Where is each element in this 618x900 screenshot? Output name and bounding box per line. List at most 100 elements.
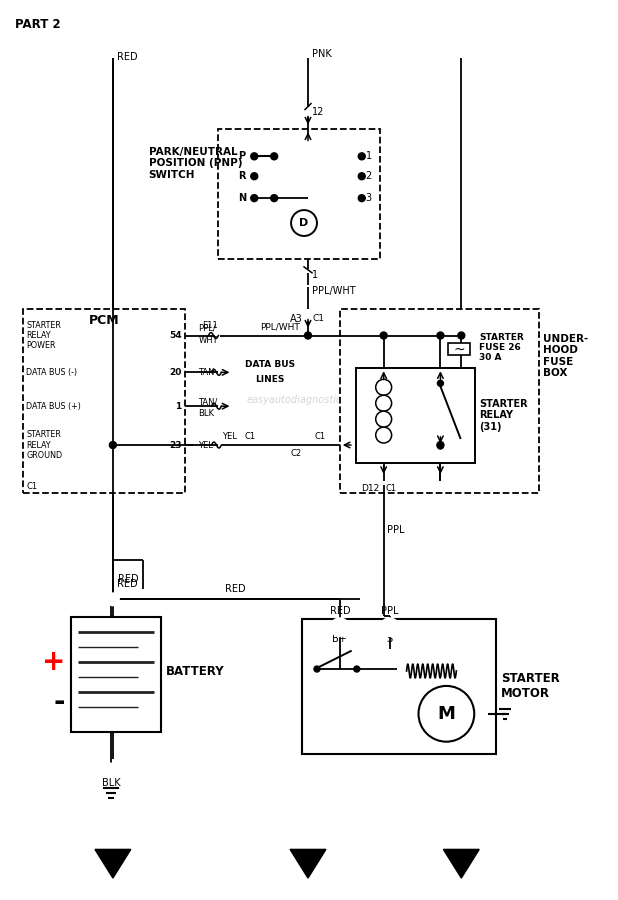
Circle shape [314, 666, 320, 672]
Bar [449, 344, 470, 356]
Text: STARTER
RELAY
POWER: STARTER RELAY POWER [27, 320, 61, 350]
Text: DATA BUS (-): DATA BUS (-) [27, 368, 77, 377]
Text: 23: 23 [169, 440, 182, 449]
Circle shape [381, 618, 399, 636]
Text: C1: C1 [313, 314, 325, 323]
Circle shape [376, 395, 392, 411]
Text: RED: RED [329, 607, 350, 616]
Circle shape [105, 763, 117, 776]
Circle shape [251, 173, 258, 180]
Text: B: B [304, 35, 312, 45]
Text: STARTER
MOTOR: STARTER MOTOR [501, 672, 560, 700]
Bar [23, 309, 185, 493]
Bar [356, 368, 475, 463]
Bar [218, 130, 379, 259]
Text: 1: 1 [176, 401, 182, 410]
Text: C1: C1 [386, 484, 397, 493]
Text: STARTER
FUSE 26
30 A: STARTER FUSE 26 30 A [479, 333, 524, 363]
Text: -: - [54, 688, 65, 716]
Circle shape [438, 443, 443, 449]
Circle shape [107, 593, 119, 606]
Text: N: N [239, 194, 247, 203]
Text: 12: 12 [312, 106, 324, 116]
Circle shape [271, 194, 277, 202]
Text: D: D [299, 218, 308, 228]
Text: YEL: YEL [198, 440, 213, 449]
Circle shape [418, 686, 474, 742]
Text: 1: 1 [312, 270, 318, 280]
Polygon shape [443, 850, 479, 878]
Bar [71, 617, 161, 732]
Circle shape [376, 411, 392, 428]
Text: BLK: BLK [101, 778, 121, 788]
Circle shape [358, 173, 365, 180]
Circle shape [251, 153, 258, 160]
Text: PPL/WHT: PPL/WHT [312, 285, 355, 296]
Text: ~: ~ [454, 343, 465, 356]
Text: C1: C1 [244, 432, 255, 441]
Text: 2: 2 [366, 171, 372, 181]
Circle shape [437, 442, 444, 448]
Text: STARTER
RELAY
GROUND: STARTER RELAY GROUND [27, 430, 62, 460]
Circle shape [376, 428, 392, 443]
Circle shape [437, 332, 444, 339]
Text: M: M [438, 705, 455, 723]
Text: C2: C2 [290, 449, 301, 458]
Text: RED: RED [117, 580, 137, 590]
Polygon shape [95, 850, 131, 878]
Text: S: S [387, 634, 392, 644]
Text: C: C [457, 35, 465, 45]
Circle shape [358, 194, 365, 202]
Text: BLK: BLK [198, 409, 214, 418]
Text: RED: RED [225, 584, 245, 594]
Text: PPL: PPL [381, 607, 399, 616]
Text: LINES: LINES [255, 374, 285, 383]
Text: DATA BUS: DATA BUS [245, 360, 295, 369]
Circle shape [331, 618, 349, 636]
Text: P: P [239, 151, 245, 161]
Text: WHT: WHT [198, 336, 218, 345]
Text: PPL/: PPL/ [198, 323, 216, 332]
Text: C1: C1 [315, 432, 326, 441]
Text: B+: B+ [332, 634, 347, 644]
Text: R: R [239, 171, 246, 181]
Text: RED: RED [117, 52, 137, 62]
Circle shape [438, 381, 443, 386]
Text: PCM: PCM [88, 314, 119, 327]
Text: C1: C1 [27, 482, 38, 491]
Text: TAN/: TAN/ [198, 398, 218, 407]
Circle shape [271, 153, 277, 160]
Circle shape [380, 332, 387, 339]
Circle shape [291, 210, 317, 236]
Text: PARK/NEUTRAL
POSITION (PNP)
SWITCH: PARK/NEUTRAL POSITION (PNP) SWITCH [149, 147, 242, 180]
Text: RED: RED [118, 574, 138, 584]
Text: STARTER
RELAY
(31): STARTER RELAY (31) [479, 399, 528, 432]
Text: PPL/WHT: PPL/WHT [260, 322, 300, 331]
Text: PPL: PPL [387, 525, 404, 535]
Text: D12: D12 [362, 484, 379, 493]
Text: 3: 3 [366, 194, 372, 203]
Circle shape [251, 194, 258, 202]
Text: +: + [42, 648, 65, 676]
Text: E11: E11 [203, 321, 218, 330]
Text: YEL: YEL [222, 432, 237, 441]
Circle shape [376, 379, 392, 395]
Circle shape [109, 442, 116, 448]
Text: BATTERY: BATTERY [166, 665, 224, 679]
Text: PART 2: PART 2 [15, 18, 61, 31]
Text: PNK: PNK [312, 49, 332, 58]
Circle shape [305, 332, 311, 339]
Text: A: A [109, 35, 117, 45]
Bar [302, 619, 496, 753]
Bar [340, 309, 539, 493]
Text: easyautodiagnostics.com: easyautodiagnostics.com [247, 395, 371, 405]
Text: 1: 1 [366, 151, 372, 161]
Polygon shape [290, 850, 326, 878]
Text: UNDER-
HOOD
FUSE
BOX: UNDER- HOOD FUSE BOX [543, 334, 588, 378]
Text: TAN: TAN [198, 368, 215, 377]
Text: A3: A3 [290, 313, 303, 324]
Circle shape [458, 332, 465, 339]
Text: 20: 20 [169, 368, 182, 377]
Circle shape [353, 666, 360, 672]
Text: 54: 54 [169, 331, 182, 340]
